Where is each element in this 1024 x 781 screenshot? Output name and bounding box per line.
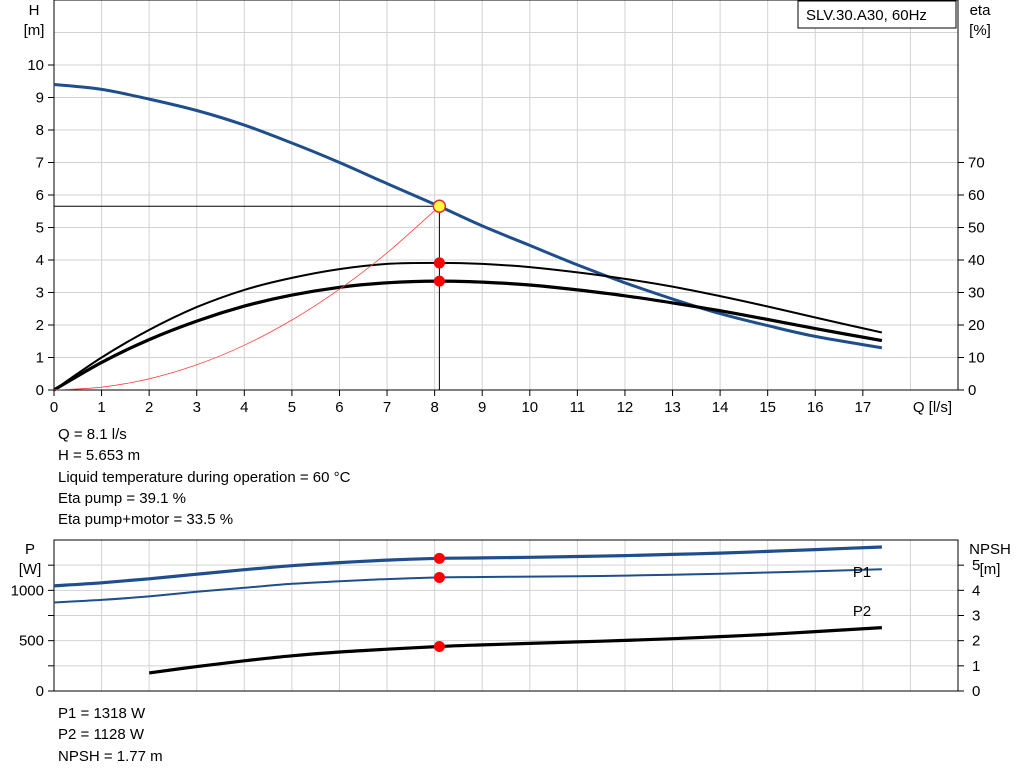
duty-point-eta-marker (433, 275, 445, 287)
head-x-tick-label: 11 (570, 399, 586, 416)
head-x-tick-label: 1 (97, 399, 105, 416)
head-y-tick-label: 8 (36, 122, 44, 139)
eta_pump-curve (53, 261, 883, 391)
head-x-tick-label: 2 (145, 399, 153, 416)
npsh-y-tick-label: 0 (972, 683, 980, 700)
npsh-y-axis-unit: [m] (980, 561, 1001, 578)
head-y-tick-label: 0 (36, 382, 44, 399)
head-y-tick-label: 1 (36, 350, 44, 367)
head-x-tick-label: 0 (50, 399, 58, 416)
head-chart-readout: Q = 8.1 l/s H = 5.653 m Liquid temperatu… (58, 424, 350, 530)
power-y-tick-label: 500 (19, 633, 44, 650)
eta-y-tick-label: 10 (968, 350, 985, 367)
eta-y-tick-label: 60 (968, 187, 985, 204)
head-y-axis-label: H (29, 2, 40, 19)
p2-curve (53, 568, 882, 604)
head-x-tick-label: 9 (478, 399, 486, 416)
npsh-y-axis-label: NPSH (969, 541, 1011, 558)
power-duty-point-marker (433, 640, 445, 652)
head-readout: H = 5.653 m (58, 447, 141, 465)
p1-curve (53, 545, 882, 588)
npsh-curve (148, 626, 883, 675)
head-y-axis-unit: [m] (24, 22, 45, 39)
head-y-tick-label: 2 (36, 317, 44, 334)
eta-y-tick-label: 70 (968, 155, 985, 172)
head-x-tick-label: 17 (854, 399, 871, 416)
pump-label: SLV.30.A30, 60Hz (806, 7, 927, 24)
eta-y-tick-label: 0 (968, 382, 976, 399)
head-x-tick-label: 5 (288, 399, 296, 416)
duty-point-head-marker (432, 199, 447, 214)
power-duty-point-marker (433, 552, 445, 564)
head-x-tick-label: 7 (383, 399, 391, 416)
p1-series-label: P1 (853, 564, 871, 581)
head-x-tick-label: 4 (240, 399, 248, 416)
power-chart-readout: P1 = 1318 W P2 = 1128 W NPSH = 1.77 m (58, 703, 163, 767)
power-y-axis-label: P (25, 541, 35, 558)
eta-pump-motor-readout: Eta pump+motor = 33.5 % (58, 511, 234, 529)
eta-pump-readout: Eta pump = 39.1 % (58, 489, 186, 507)
system_curve-curve (53, 206, 440, 391)
head-efficiency-chart: 0 1 2 3 4 5 6 7 8 9 10 11 12 13 14 15 16 17 Q [l/s]0123456… (24, 0, 992, 416)
npsh-y-tick-label: 3 (972, 608, 980, 625)
eta-y-tick-label: 20 (968, 317, 985, 334)
head-y-tick-label: 5 (36, 220, 44, 237)
head-x-tick-label: 10 (521, 399, 538, 416)
liquid-temperature-readout: Liquid temperature during operation = 60… (58, 468, 351, 486)
eta-y-tick-label: 50 (968, 220, 985, 237)
head-x-tick-label: 6 (335, 399, 343, 416)
pump-label-box (797, 0, 957, 29)
head-y-tick-label: 6 (36, 187, 44, 204)
flow-readout: Q = 8.1 l/s (58, 426, 127, 443)
p2-readout: P2 = 1128 W (58, 726, 145, 744)
npsh-readout: NPSH = 1.77 m (58, 747, 163, 765)
npsh-y-tick-label: 2 (972, 633, 980, 650)
head-x-tick-label: 13 (664, 399, 681, 416)
head-y-tick-label: 10 (27, 57, 44, 74)
head-y-tick-label: 3 (36, 285, 44, 302)
head-x-tick-label: 3 (193, 399, 201, 416)
eta-y-axis-unit: [%] (969, 22, 991, 39)
eta_pump_motor-curve (53, 279, 883, 392)
duty-point-eta-marker (433, 257, 445, 269)
head-curve (53, 83, 883, 350)
p1-readout: P1 = 1318 W (58, 705, 146, 722)
head-y-tick-label: 9 (36, 90, 44, 107)
head-x-tick-label: 14 (712, 399, 729, 416)
power-duty-point-marker (433, 571, 445, 583)
eta-y-axis-label: eta (970, 2, 992, 19)
head-x-tick-label: 15 (759, 399, 776, 416)
eta-y-tick-label: 40 (968, 252, 985, 269)
head-x-tick-label: 8 (430, 399, 438, 416)
head-x-tick-label: 16 (807, 399, 824, 416)
power-y-tick-label: 0 (36, 683, 44, 700)
p2-series-label: P2 (853, 603, 871, 620)
npsh-y-tick-label: 5 (972, 557, 980, 574)
head-y-tick-label: 7 (36, 155, 44, 172)
eta-y-tick-label: 30 (968, 285, 985, 302)
head-x-axis-label: Q [l/s] (913, 399, 952, 416)
head-y-tick-label: 4 (36, 252, 44, 269)
power-y-axis-unit: [W] (19, 561, 42, 578)
npsh-y-tick-label: 1 (972, 658, 980, 675)
npsh-y-tick-label: 4 (972, 582, 980, 599)
head-x-tick-label: 12 (617, 399, 634, 416)
power-y-tick-label: 1000 (11, 582, 44, 599)
